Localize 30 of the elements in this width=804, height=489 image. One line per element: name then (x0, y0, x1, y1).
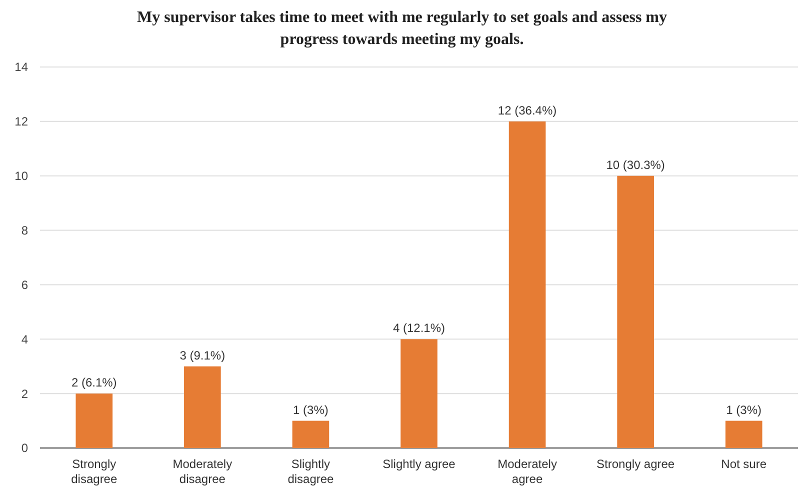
y-tick-label: 12 (14, 114, 28, 129)
bar (292, 420, 330, 448)
data-label: 2 (6.1%) (71, 376, 117, 390)
y-tick-label: 14 (14, 60, 28, 74)
bar (400, 339, 438, 448)
bar (617, 176, 654, 448)
bar (725, 420, 762, 448)
bar (76, 394, 113, 448)
data-label: 10 (30.3%) (606, 158, 665, 172)
x-tick-label: Strongly disagree (71, 457, 118, 486)
y-tick-label: 8 (21, 223, 28, 238)
x-tick-label: Slightly disagree (288, 457, 334, 486)
data-label: 1 (3%) (726, 402, 762, 417)
data-label: 12 (36.4%) (498, 103, 557, 118)
x-tick-label: Moderately agree (498, 457, 557, 486)
bar (184, 366, 221, 448)
chart-title: My supervisor takes time to meet with me regularly to set goals and assess my progress towards meeting my goals. (136, 9, 668, 48)
y-tick-label: 4 (21, 332, 28, 346)
y-tick-label: 6 (21, 278, 28, 292)
x-tick-label: Not sure (721, 457, 767, 471)
x-tick-label: Moderately disagree (172, 457, 232, 486)
y-tick-label: 0 (21, 441, 28, 456)
data-label: 3 (9.1%) (180, 348, 226, 362)
bar (508, 121, 546, 448)
data-label: 1 (3%) (293, 402, 328, 417)
y-tick-label: 10 (14, 169, 28, 184)
x-tick-label: Slightly agree (382, 457, 456, 471)
x-tick-label: Strongly agree (596, 457, 675, 471)
y-tick-label: 2 (21, 386, 28, 401)
data-label: 4 (12.1%) (392, 321, 446, 336)
